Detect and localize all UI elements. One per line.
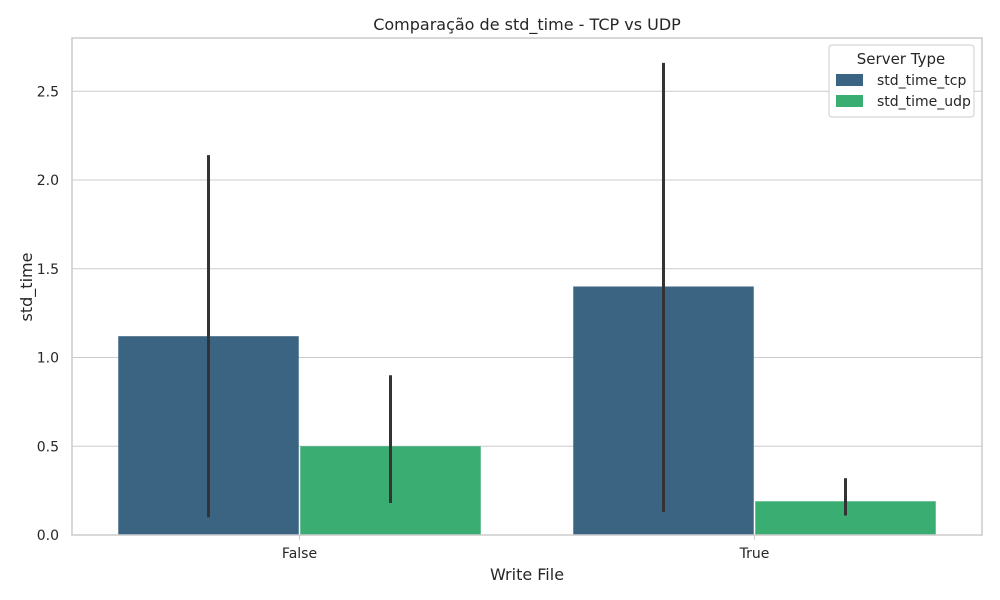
legend-swatch-std_time_tcp — [836, 74, 863, 86]
y-tick-label: 1.5 — [37, 262, 59, 278]
error-bars — [207, 62, 847, 518]
y-tick-label: 0.5 — [37, 439, 59, 455]
y-tick-labels: 0.0 0.5 1.0 1.5 2.0 2.5 — [37, 84, 59, 544]
x-tick-label: False — [282, 546, 317, 562]
y-tick-label: 2.0 — [37, 173, 59, 189]
bars — [118, 286, 936, 535]
y-tick-label: 1.0 — [37, 351, 59, 367]
legend-label-std_time_tcp: std_time_tcp — [877, 73, 966, 89]
plot-frame — [71, 37, 983, 536]
legend-box — [828, 44, 975, 118]
x-axis-title: Write File — [490, 565, 564, 584]
y-tick-label: 2.5 — [37, 84, 59, 100]
legend: Server Type std_time_tcp std_time_udp — [828, 44, 975, 118]
x-tick-labels: False True — [282, 535, 769, 562]
legend-label-std_time_udp: std_time_udp — [877, 94, 971, 110]
x-tick-label: True — [739, 546, 770, 562]
legend-title: Server Type — [857, 50, 945, 68]
legend-swatch-std_time_udp — [836, 95, 863, 107]
y-axis-title: std_time — [17, 253, 37, 322]
chart-title: Comparação de std_time - TCP vs UDP — [373, 15, 681, 35]
legend-items: std_time_tcp std_time_udp — [836, 73, 971, 110]
y-tick-label: 0.0 — [37, 528, 59, 544]
